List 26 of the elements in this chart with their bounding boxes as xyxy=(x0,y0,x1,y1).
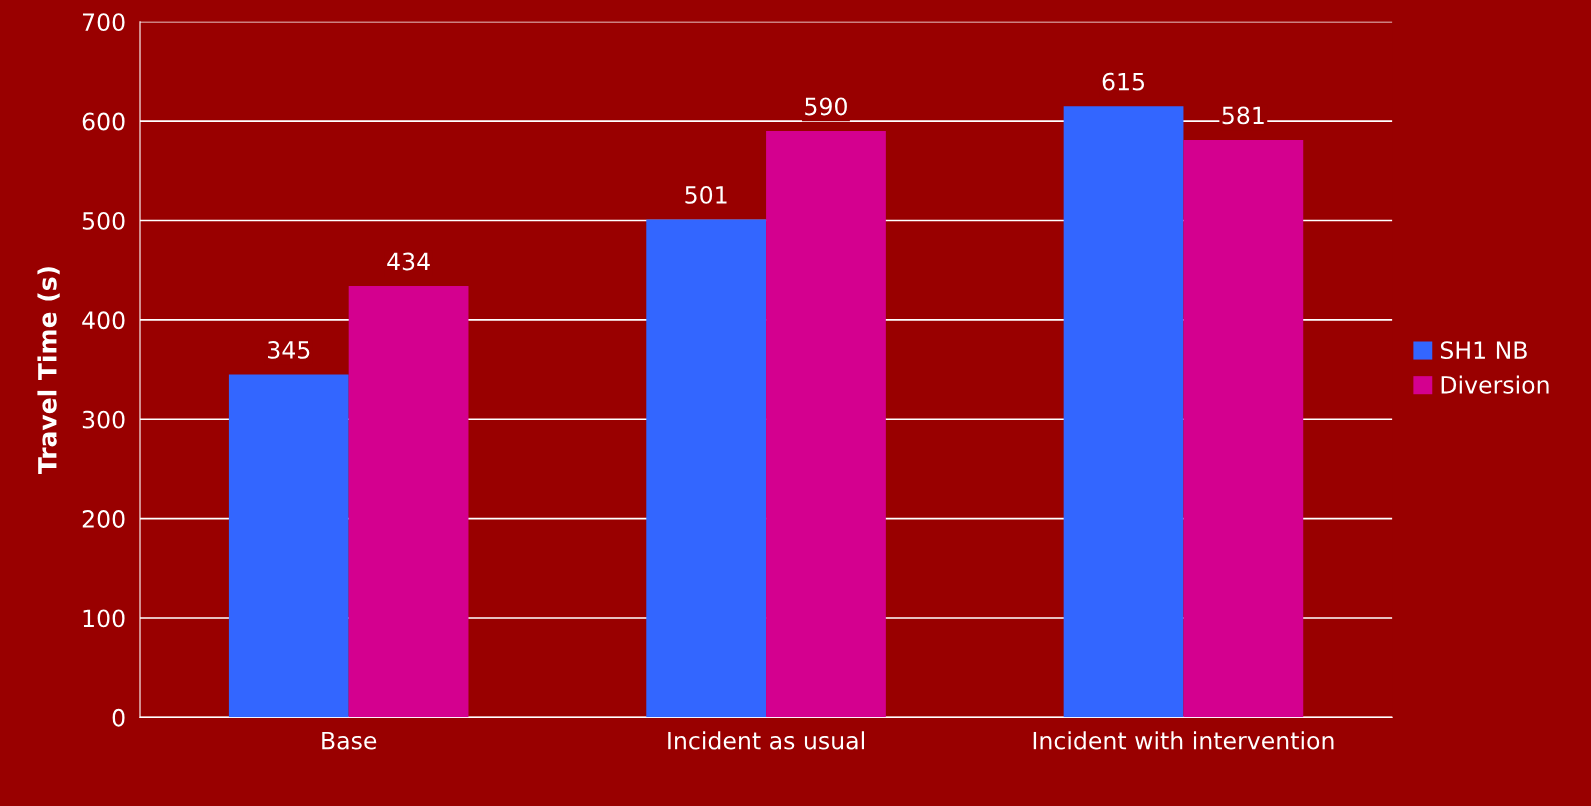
y-tick-label: 300 xyxy=(82,410,125,429)
y-tick-label: 500 xyxy=(82,211,125,230)
data-label: 590 xyxy=(805,97,847,116)
y-tick-label: 400 xyxy=(82,311,125,330)
legend-label: SH1 NB xyxy=(1440,341,1527,360)
bar xyxy=(228,374,349,718)
data-label: 615 xyxy=(1102,72,1145,91)
data-label: 501 xyxy=(685,185,727,204)
y-tick-label: 600 xyxy=(82,112,125,131)
bar xyxy=(348,286,469,718)
data-label: 581 xyxy=(1222,106,1264,125)
x-tick-label: Incident as usual xyxy=(668,731,864,750)
legend-label: Diversion xyxy=(1441,375,1549,394)
bar xyxy=(766,131,886,718)
data-label: 434 xyxy=(387,252,430,271)
x-tick-label: Base xyxy=(322,731,377,750)
y-tick-label: 100 xyxy=(83,609,125,628)
bar xyxy=(646,219,767,718)
bar xyxy=(1063,106,1184,718)
y-axis-title: Travel Time (s) xyxy=(37,267,60,474)
y-tick-label: 200 xyxy=(82,510,125,528)
y-tick-label: 700 xyxy=(82,13,125,32)
y-tick-label: 0 xyxy=(112,708,125,727)
x-tick-label: Incident with intervention xyxy=(1033,731,1334,750)
data-label: 345 xyxy=(268,340,310,359)
bar xyxy=(1183,140,1304,718)
